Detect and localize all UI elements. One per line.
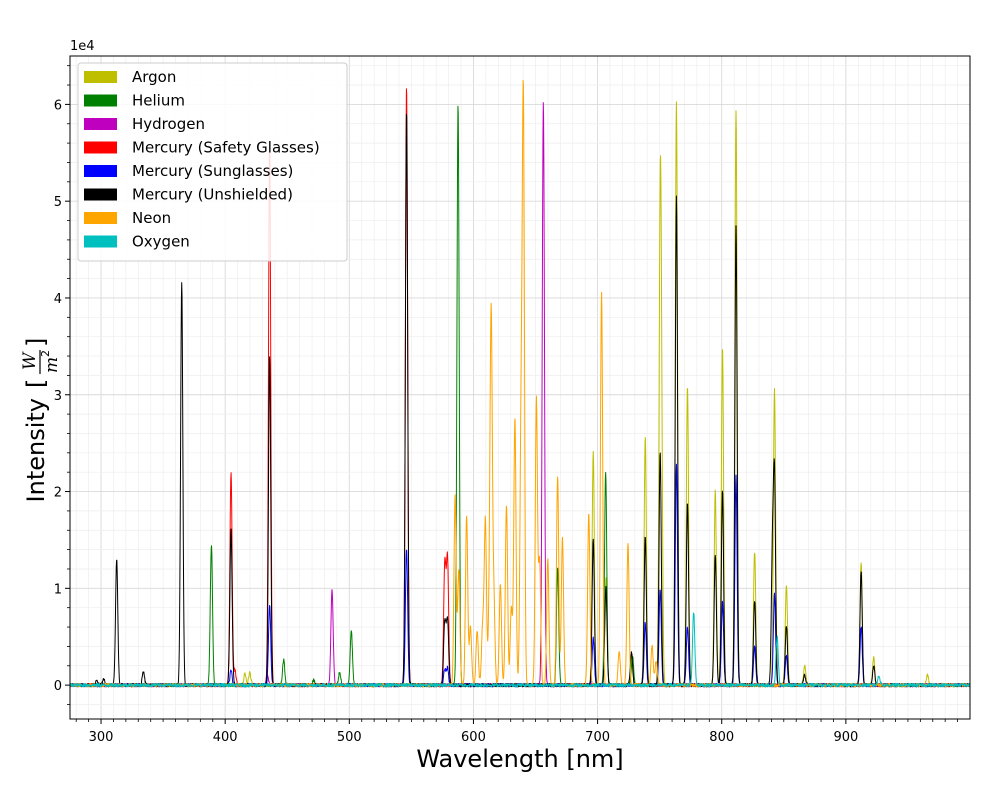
legend-label: Hydrogen (132, 115, 205, 133)
legend-swatch (84, 212, 117, 224)
y-axis-unit-numerator: W (20, 351, 40, 370)
legend-label: Mercury (Sunglasses) (132, 162, 293, 180)
y-axis-unit: [ W m 2 ] (20, 338, 62, 388)
legend-label: Argon (132, 68, 176, 86)
y-axis-unit-denominator: m (42, 357, 62, 373)
legend-label: Oxygen (132, 233, 190, 251)
legend-swatch (84, 94, 117, 107)
legend-swatch (84, 235, 117, 248)
y-tick-label: 0 (54, 679, 62, 694)
legend-label: Neon (132, 209, 171, 227)
x-tick-label: 400 (213, 730, 238, 745)
y-tick-label: 1 (54, 582, 62, 597)
x-tick-label: 300 (89, 730, 114, 745)
legend: Argon Helium Hydrogen Mercury (Safety Glass… (77, 62, 348, 262)
x-tick-label: 900 (833, 730, 858, 745)
legend-label: Mercury (Unshielded) (132, 186, 293, 204)
plot-frame (69, 55, 971, 720)
y-tick-label: 3 (54, 389, 62, 404)
y-axis-unit-exponent: 2 (39, 350, 52, 357)
y-tick-label: 2 (54, 486, 62, 501)
legend-label: Helium (132, 92, 185, 110)
legend-box (77, 62, 348, 262)
series-line-7 (70, 612, 970, 688)
legend-swatch (84, 165, 117, 177)
x-axis-label: Wavelength [nm] (416, 745, 623, 773)
legend-label: Mercury (Safety Glasses) (132, 139, 320, 157)
y-offset-text: 1e4 (70, 39, 95, 54)
y-tick-label: 5 (54, 195, 62, 210)
y-axis-unit-close-bracket: ] (22, 338, 50, 347)
y-tick-label: 4 (54, 292, 62, 307)
x-tick-label: 700 (585, 730, 610, 745)
series-lines (70, 79, 970, 688)
y-tick-label: 6 (54, 98, 62, 113)
y-axis-label: Intensity (22, 398, 50, 502)
x-tick-label: 800 (709, 730, 734, 745)
x-tick-label: 600 (461, 730, 486, 745)
legend-swatch (84, 188, 117, 201)
legend-swatch (84, 141, 117, 154)
y-axis-unit-open-bracket: [ (22, 379, 50, 388)
legend-swatch (84, 71, 117, 83)
axis-ticks: 300 400 500 600 700 800 900 0 1 2 3 4 5 6 (54, 65, 958, 745)
legend-swatch (84, 118, 117, 130)
x-tick-label: 500 (337, 730, 362, 745)
y-axis-label-group: Intensity [ W m 2 ] (20, 338, 62, 503)
